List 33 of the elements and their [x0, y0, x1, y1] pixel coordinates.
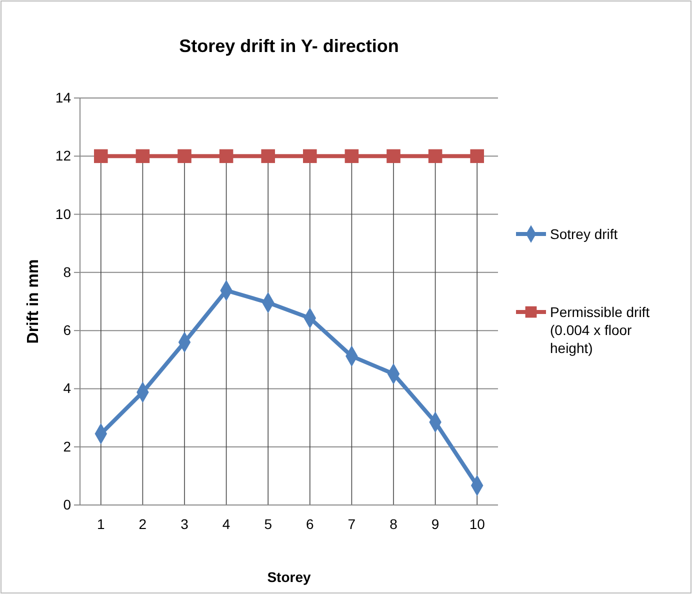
x-tick-label: 9 — [431, 516, 440, 532]
x-tick-label: 3 — [180, 516, 189, 532]
x-tick-label: 5 — [264, 516, 272, 532]
point — [219, 149, 234, 164]
point — [136, 149, 150, 164]
point — [94, 149, 108, 164]
y-tick-label: 6 — [63, 322, 72, 338]
x-tick-label: 7 — [348, 516, 356, 532]
point — [344, 149, 359, 164]
point — [303, 149, 317, 164]
chart-title: Storey drift in Y- direction — [179, 36, 399, 56]
point — [386, 149, 400, 164]
x-tick-label: 10 — [469, 516, 486, 532]
x-tick-label: 4 — [222, 516, 230, 532]
x-axis-title: Storey — [267, 569, 311, 585]
legend-label: Sotrey drift — [550, 226, 618, 242]
x-tick-label: 8 — [390, 516, 398, 532]
y-tick-label: 8 — [63, 264, 72, 280]
point — [178, 149, 192, 164]
legend-label: Permissible drift (0.004 x floor height) — [550, 304, 650, 356]
y-tick-label: 12 — [55, 148, 72, 164]
y-tick-label: 14 — [55, 89, 72, 106]
y-tick-label: 0 — [63, 496, 72, 512]
x-tick-label: 6 — [306, 516, 314, 532]
y-tick-label: 10 — [55, 206, 72, 222]
y-tick-label: 4 — [63, 380, 72, 396]
point — [470, 149, 484, 164]
x-tick-label: 1 — [97, 516, 105, 532]
x-tick-label: 2 — [138, 516, 147, 532]
y-axis-title: Drift in mm — [25, 259, 42, 344]
y-tick-label: 2 — [63, 438, 72, 454]
point — [261, 149, 275, 164]
point — [428, 149, 442, 164]
